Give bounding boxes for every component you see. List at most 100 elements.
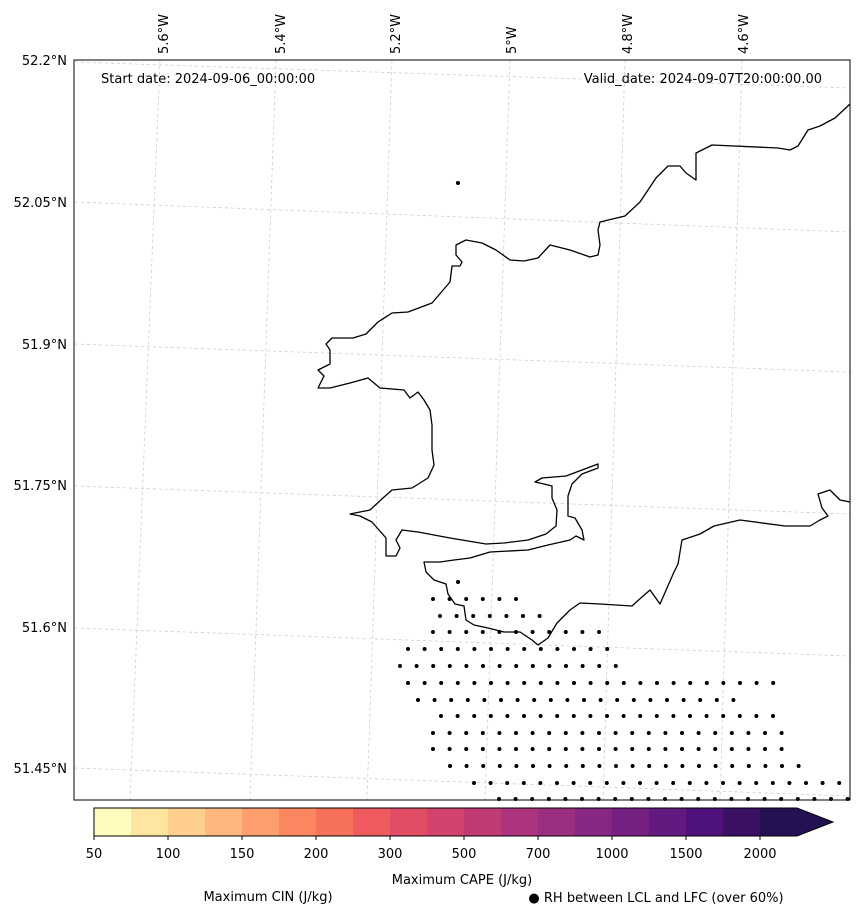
rh-dot xyxy=(731,698,736,702)
rh-dot xyxy=(746,764,751,768)
rh-dot xyxy=(721,681,726,685)
rh-dot xyxy=(721,714,726,718)
rh-dot xyxy=(779,747,784,751)
rh-dot xyxy=(582,698,586,702)
rh-dot xyxy=(597,731,601,735)
rh-dot xyxy=(464,747,469,751)
rh-dot xyxy=(565,698,570,702)
rh-dot xyxy=(688,714,692,718)
rh-dot xyxy=(538,714,543,718)
rh-dot xyxy=(698,698,703,702)
rh-dot xyxy=(406,681,410,685)
rh-dot xyxy=(447,630,452,634)
colorbar-tick-label: 100 xyxy=(156,847,181,862)
rh-dot xyxy=(538,781,543,785)
rh-dot xyxy=(754,714,759,718)
rh-dot xyxy=(455,647,460,651)
rh-dot xyxy=(439,714,443,718)
colorbar-label: Maximum CAPE (J/kg) xyxy=(392,873,532,888)
rh-dot xyxy=(439,681,444,685)
rh-dot xyxy=(555,681,560,685)
colorbar-tick-label: 300 xyxy=(378,847,403,862)
rh-dot xyxy=(489,681,493,685)
rh-dot xyxy=(514,747,518,751)
rh-dot xyxy=(605,647,610,651)
rh-dot xyxy=(663,764,668,768)
rh-dot xyxy=(796,764,801,768)
rh-dot xyxy=(464,630,469,634)
rh-dot xyxy=(548,698,553,702)
rh-dot xyxy=(704,781,709,785)
colorbar-segment xyxy=(686,808,724,836)
rh-dot xyxy=(538,681,543,685)
rh-dot xyxy=(770,781,775,785)
rh-dot xyxy=(454,614,459,618)
lon-label: 5.4°W xyxy=(274,14,289,54)
rh-dot xyxy=(654,781,659,785)
rh-dot xyxy=(505,647,510,651)
rh-dot xyxy=(488,714,493,718)
rh-dot xyxy=(515,698,520,702)
rh-dot xyxy=(472,714,477,718)
lat-label: 51.75°N xyxy=(14,479,67,494)
rh-dot xyxy=(654,714,659,718)
lon-label: 4.6°W xyxy=(737,14,752,54)
rh-dot xyxy=(422,647,427,651)
coastline xyxy=(317,103,851,646)
cape-colorbar: 50 100 150 200 300 500 700 1000 1500 2000 xyxy=(86,807,835,862)
colorbar-segment xyxy=(501,808,539,836)
rh-dot xyxy=(431,747,435,751)
rh-dot xyxy=(422,681,427,685)
rh-dot xyxy=(522,681,527,685)
rh-dot xyxy=(737,714,742,718)
rh-dot xyxy=(663,731,668,735)
colorbar-tick-label: 50 xyxy=(86,847,103,862)
rh-dot xyxy=(431,731,435,735)
rh-stipple-dots xyxy=(398,580,850,801)
rh-dot xyxy=(671,781,676,785)
rh-dot xyxy=(455,681,460,685)
rh-dot xyxy=(638,714,643,718)
map-frame xyxy=(73,59,851,801)
rh-dot xyxy=(456,580,460,584)
rh-dot xyxy=(488,781,493,785)
rh-dot xyxy=(414,664,419,668)
rh-dot xyxy=(472,647,477,651)
rh-dot xyxy=(704,714,709,718)
rh-dot xyxy=(563,731,568,735)
rh-dot xyxy=(514,630,518,634)
latitude-labels: 52.2°N 52.05°N 51.9°N 51.75°N 51.6°N 51.… xyxy=(14,54,67,777)
colorbar-segment xyxy=(538,808,576,836)
colorbar-segment xyxy=(205,808,243,836)
rh-dot xyxy=(671,681,676,685)
rh-dot xyxy=(588,647,593,651)
rh-dot xyxy=(532,698,537,702)
rh-dot xyxy=(447,664,452,668)
rh-dot xyxy=(655,681,659,685)
rh-dot xyxy=(449,698,454,702)
rh-dot xyxy=(580,630,585,634)
rh-dot xyxy=(563,630,568,634)
rh-dot xyxy=(499,698,503,702)
rh-dot xyxy=(613,664,618,668)
rh-dot xyxy=(504,614,509,618)
colorbar-segment xyxy=(464,808,502,836)
rh-dot xyxy=(555,781,559,785)
rh-dot xyxy=(538,647,543,651)
rh-dot xyxy=(605,681,610,685)
rh-dot xyxy=(431,597,435,601)
rh-dot xyxy=(455,714,460,718)
rh-dot xyxy=(630,747,635,751)
rh-dot xyxy=(406,647,410,651)
lon-label: 5.6°W xyxy=(157,14,172,54)
rh-dot xyxy=(571,781,576,785)
rh-dot xyxy=(464,731,469,735)
rh-dot xyxy=(505,681,510,685)
colorbar-segment xyxy=(612,808,650,836)
colorbar-segment xyxy=(760,808,798,836)
rh-dot xyxy=(604,781,609,785)
rh-dot xyxy=(597,764,602,768)
rh-dot xyxy=(696,747,701,751)
rh-dot xyxy=(580,664,585,668)
rh-dot xyxy=(480,597,485,601)
